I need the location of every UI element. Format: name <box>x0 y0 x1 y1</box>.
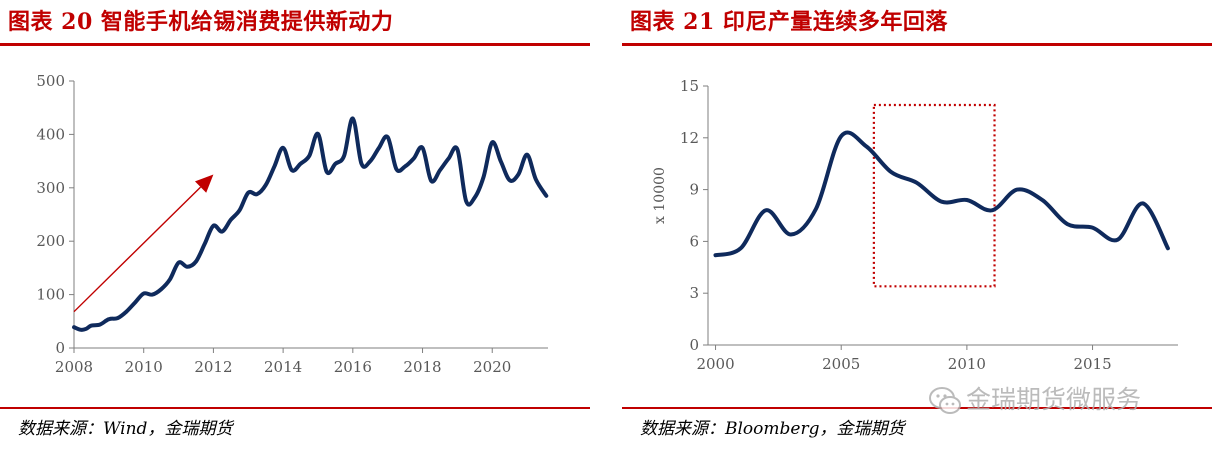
x-tick-label: 2018 <box>403 358 441 376</box>
source-rule <box>0 407 590 409</box>
trend-arrow-line <box>73 186 202 313</box>
series-line <box>713 130 1170 258</box>
x-tick-label: 2014 <box>264 358 302 376</box>
x-tick-label: 2016 <box>334 358 372 376</box>
y-tick-label: 300 <box>36 179 65 197</box>
y-tick-label: 12 <box>680 129 699 147</box>
x-tick-label: 2000 <box>696 355 734 373</box>
y-tick-label: 0 <box>55 339 65 357</box>
chart-panel-indonesia: 图表 21 印尼产量连续多年回落 0 3 6 9 12 15 2000 2005 2010 201… <box>622 0 1230 454</box>
chart-panel-smartphone: 图表 20 智能手机给锡消费提供新动力 0 100 200 300 400 500 2008… <box>0 0 600 454</box>
line-chart-indonesia-output: 0 3 6 9 12 15 2000 2005 2010 2015 x 10000 <box>652 77 1178 373</box>
chart-title: 图表 20 智能手机给锡消费提供新动力 <box>8 9 394 35</box>
x-tick-label: 2012 <box>194 358 232 376</box>
x-tick-label: 2010 <box>948 355 986 373</box>
y-tick-label: 500 <box>36 72 65 90</box>
data-source: 数据来源：Bloomberg，金瑞期货 <box>640 419 905 439</box>
y-tick-label: 3 <box>689 284 699 302</box>
source-rule <box>622 407 1212 409</box>
y-tick-label: 200 <box>36 232 65 250</box>
x-tick-label: 2020 <box>473 358 511 376</box>
series-line <box>72 116 549 332</box>
y-tick-label: 6 <box>689 232 699 250</box>
y-tick-label: 0 <box>689 336 699 354</box>
x-tick-label: 2015 <box>1073 355 1111 373</box>
chart-title: 图表 21 印尼产量连续多年回落 <box>630 9 948 35</box>
y-tick-label: 9 <box>689 181 699 199</box>
y-axis-title: x 10000 <box>652 167 668 224</box>
watermark-text: 金瑞期货微服务 <box>966 385 1142 414</box>
highlight-box <box>872 103 996 288</box>
x-tick-label: 2008 <box>55 358 93 376</box>
y-tick-label: 100 <box>36 286 65 304</box>
y-tick-label: 400 <box>36 125 65 143</box>
line-chart-smartphone-tin: 0 100 200 300 400 500 2008 2010 2012 2014 2016 2018… <box>36 72 549 376</box>
x-tick-label: 2005 <box>822 355 860 373</box>
watermark: 金瑞期货微服务 <box>928 380 1141 416</box>
trend-arrow-head <box>194 174 214 193</box>
y-tick-label: 15 <box>680 77 699 95</box>
x-tick-label: 2010 <box>125 358 163 376</box>
data-source: 数据来源：Wind，金瑞期货 <box>18 419 233 439</box>
wechat-icon <box>929 387 961 414</box>
title-rule <box>622 43 1212 46</box>
title-rule <box>0 43 590 46</box>
